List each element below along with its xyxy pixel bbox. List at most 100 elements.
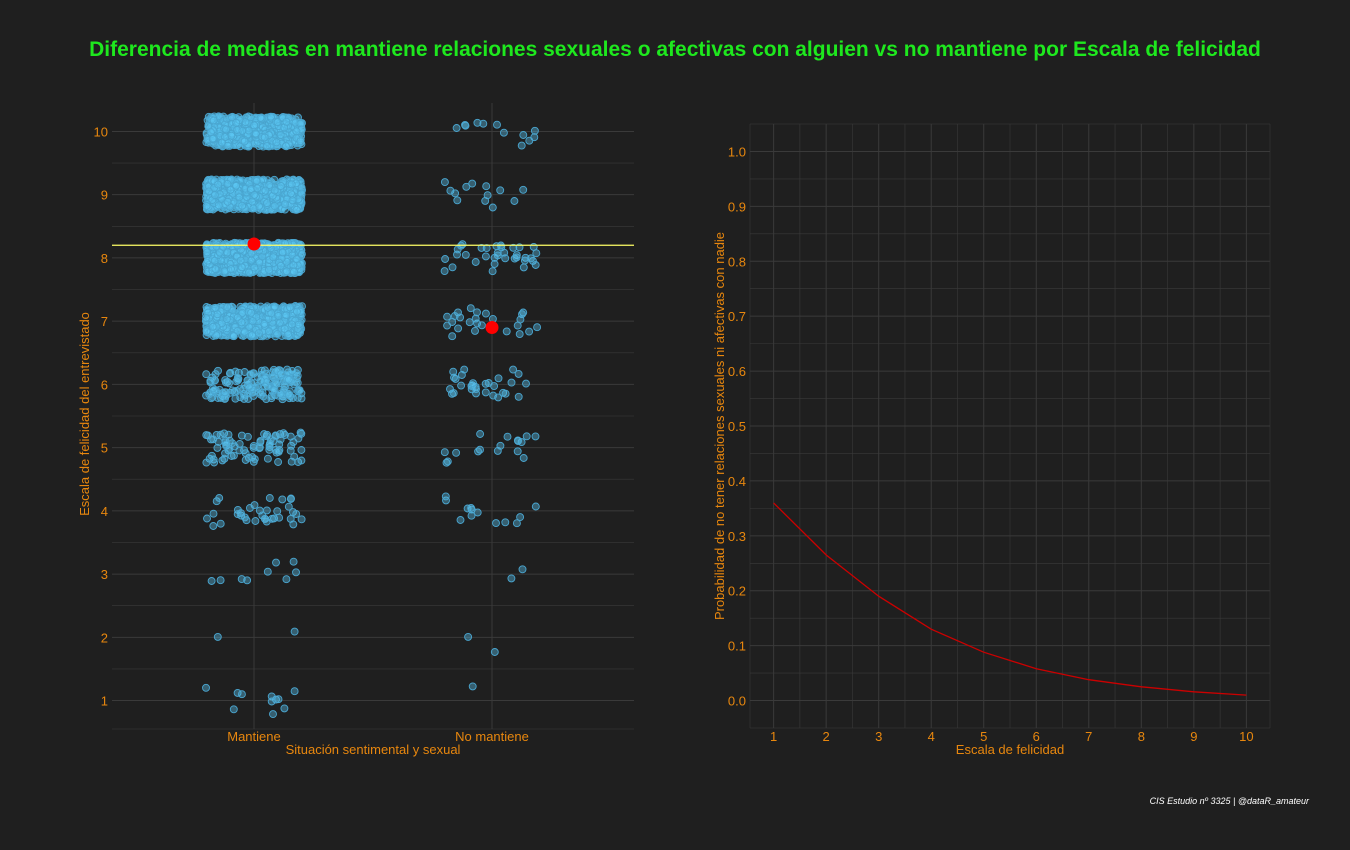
data-point: [276, 130, 285, 139]
data-point: [482, 182, 491, 191]
group-mean-point: [485, 320, 499, 334]
data-point: [212, 242, 221, 251]
data-point: [519, 263, 528, 272]
data-point: [282, 267, 291, 276]
data-point: [240, 327, 249, 336]
data-point: [247, 249, 256, 258]
data-point: [256, 436, 265, 445]
data-point: [202, 313, 210, 322]
data-point: [216, 430, 225, 439]
data-point: [441, 492, 450, 501]
data-point: [512, 253, 521, 262]
data-point: [282, 117, 291, 126]
data-point: [510, 197, 519, 205]
data-point: [209, 522, 218, 530]
data-point: [223, 303, 232, 312]
data-point: [228, 439, 237, 448]
data-point: [263, 454, 272, 463]
data-point: [274, 311, 283, 320]
data-point: [526, 254, 535, 263]
data-point: [273, 507, 282, 516]
data-point: [209, 116, 218, 125]
data-point: [466, 304, 475, 313]
data-point: [270, 186, 279, 195]
data-point: [245, 268, 253, 277]
data-point: [267, 697, 276, 706]
data-point: [243, 432, 252, 441]
data-point: [473, 308, 481, 317]
data-point: [288, 196, 297, 205]
y-axis-label: Probabilidad de no tener relaciones sexu…: [712, 232, 727, 620]
data-point: [268, 514, 276, 523]
data-point: [282, 575, 291, 584]
y-tick-label: 1: [101, 694, 108, 709]
data-point: [481, 196, 490, 205]
data-point: [514, 392, 523, 401]
data-point: [525, 136, 534, 145]
data-point: [229, 705, 238, 714]
data-point: [232, 118, 241, 127]
data-point: [221, 388, 229, 397]
data-point: [209, 384, 217, 393]
data-point: [219, 242, 227, 251]
data-point: [206, 128, 215, 137]
data-point: [248, 197, 257, 206]
data-point: [516, 315, 525, 324]
y-tick-label: 0.8: [728, 254, 746, 269]
data-point: [292, 510, 301, 518]
data-point: [203, 248, 212, 257]
data-point: [262, 506, 271, 515]
data-point: [202, 201, 211, 210]
x-tick-label: Mantiene: [227, 729, 280, 744]
data-point: [289, 557, 298, 566]
data-point: [518, 565, 527, 574]
data-point: [235, 446, 244, 455]
data-point: [509, 365, 518, 374]
data-point: [276, 182, 285, 190]
probability-line-plot: 0.00.10.20.30.40.50.60.70.80.91.01 2 3 4 5 6 7…: [712, 123, 1271, 757]
data-point: [256, 376, 265, 385]
data-point: [280, 704, 289, 713]
data-point: [477, 321, 486, 330]
data-point: [233, 505, 242, 514]
data-point: [507, 378, 516, 387]
data-point: [269, 710, 277, 719]
data-point: [234, 376, 242, 385]
data-point: [499, 128, 508, 137]
data-point: [452, 448, 461, 457]
data-point: [246, 113, 255, 122]
data-point: [441, 255, 450, 263]
data-point: [250, 501, 259, 510]
data-point: [484, 379, 493, 387]
data-point: [250, 379, 259, 388]
data-point: [468, 682, 477, 691]
data-point: [216, 519, 225, 528]
data-point: [281, 200, 289, 209]
data-point: [284, 390, 293, 399]
data-point: [209, 509, 218, 518]
data-point: [502, 327, 511, 336]
data-point: [270, 302, 279, 311]
data-point: [265, 265, 273, 274]
data-point: [272, 138, 281, 147]
data-point: [292, 205, 301, 214]
data-point: [284, 375, 293, 384]
y-tick-label: 1.0: [728, 144, 746, 159]
data-point: [461, 120, 469, 129]
data-point: [248, 317, 257, 326]
data-point: [285, 303, 294, 312]
x-tick-label: 1: [770, 729, 777, 744]
data-point: [274, 695, 283, 704]
data-point: [270, 202, 279, 210]
data-point: [292, 568, 300, 577]
y-tick-label: 0.0: [728, 694, 746, 709]
y-tick-label: 0.2: [728, 584, 746, 599]
y-tick-label: 0.7: [728, 309, 746, 324]
data-point: [467, 504, 476, 512]
y-tick-label: 2: [101, 630, 108, 645]
data-point: [297, 515, 306, 524]
data-point: [453, 196, 462, 205]
data-point: [266, 112, 275, 121]
jitter-points: [202, 112, 542, 719]
data-point: [278, 248, 287, 257]
